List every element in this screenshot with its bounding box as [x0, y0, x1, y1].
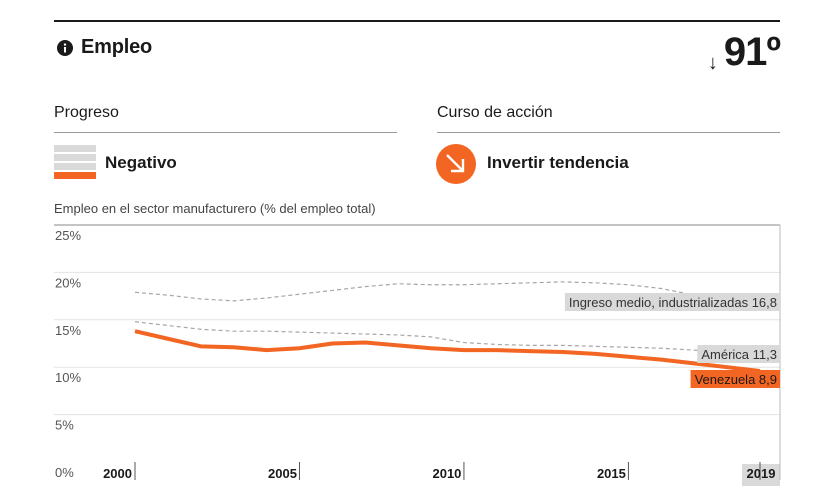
info-icon[interactable]: [57, 39, 73, 56]
progress-bars-icon: [54, 145, 96, 182]
series-line-venezuela: [134, 329, 761, 373]
action-status: Invertir tendencia: [487, 153, 629, 172]
progress-divider: [54, 132, 397, 133]
action-divider: [437, 132, 780, 133]
x-tick-label: 2000: [103, 466, 132, 481]
series-end-label: Ingreso medio, industrializadas 16,8: [564, 293, 780, 311]
y-tick-label: 5%: [55, 418, 74, 433]
chart-title: Empleo en el sector manufacturero (% del…: [54, 201, 376, 216]
x-tick-label: 2005: [268, 466, 297, 481]
top-rule: [54, 20, 780, 22]
y-tick-label: 20%: [55, 275, 81, 290]
arrow-down-right-icon: [436, 144, 476, 184]
down-arrow-icon: ↓: [707, 52, 718, 74]
rank-value: 91º: [723, 30, 781, 74]
y-tick-label: 10%: [55, 370, 81, 385]
series-end-label: Venezuela 8,9: [690, 370, 780, 388]
series-end-label: América 11,3: [697, 345, 780, 363]
action-heading: Curso de acción: [437, 104, 553, 121]
series-end-label-text: Ingreso medio, industrializadas 16,8: [569, 295, 777, 310]
ranking: ↓ 91º: [707, 30, 781, 75]
x-tick-label: 2015: [597, 466, 626, 481]
progress-status: Negativo: [105, 153, 177, 172]
y-tick-label: 0%: [55, 465, 74, 480]
series-end-label-text: América 11,3: [701, 347, 777, 362]
y-tick-label: 15%: [55, 323, 81, 338]
series-end-label-bg: [564, 293, 780, 311]
section-title: Empleo: [81, 36, 153, 58]
x-tick-label: 2010: [432, 466, 461, 481]
x-tick-label: 2019: [747, 466, 776, 481]
y-tick-label: 25%: [55, 228, 81, 243]
series-end-label-bg: [697, 345, 780, 363]
section-header: Empleo: [57, 36, 152, 59]
last-year-highlight: [742, 464, 780, 486]
series-end-label-bg: [690, 370, 780, 388]
series-end-label-text: Venezuela 8,9: [695, 372, 777, 387]
progress-heading: Progreso: [54, 104, 119, 121]
